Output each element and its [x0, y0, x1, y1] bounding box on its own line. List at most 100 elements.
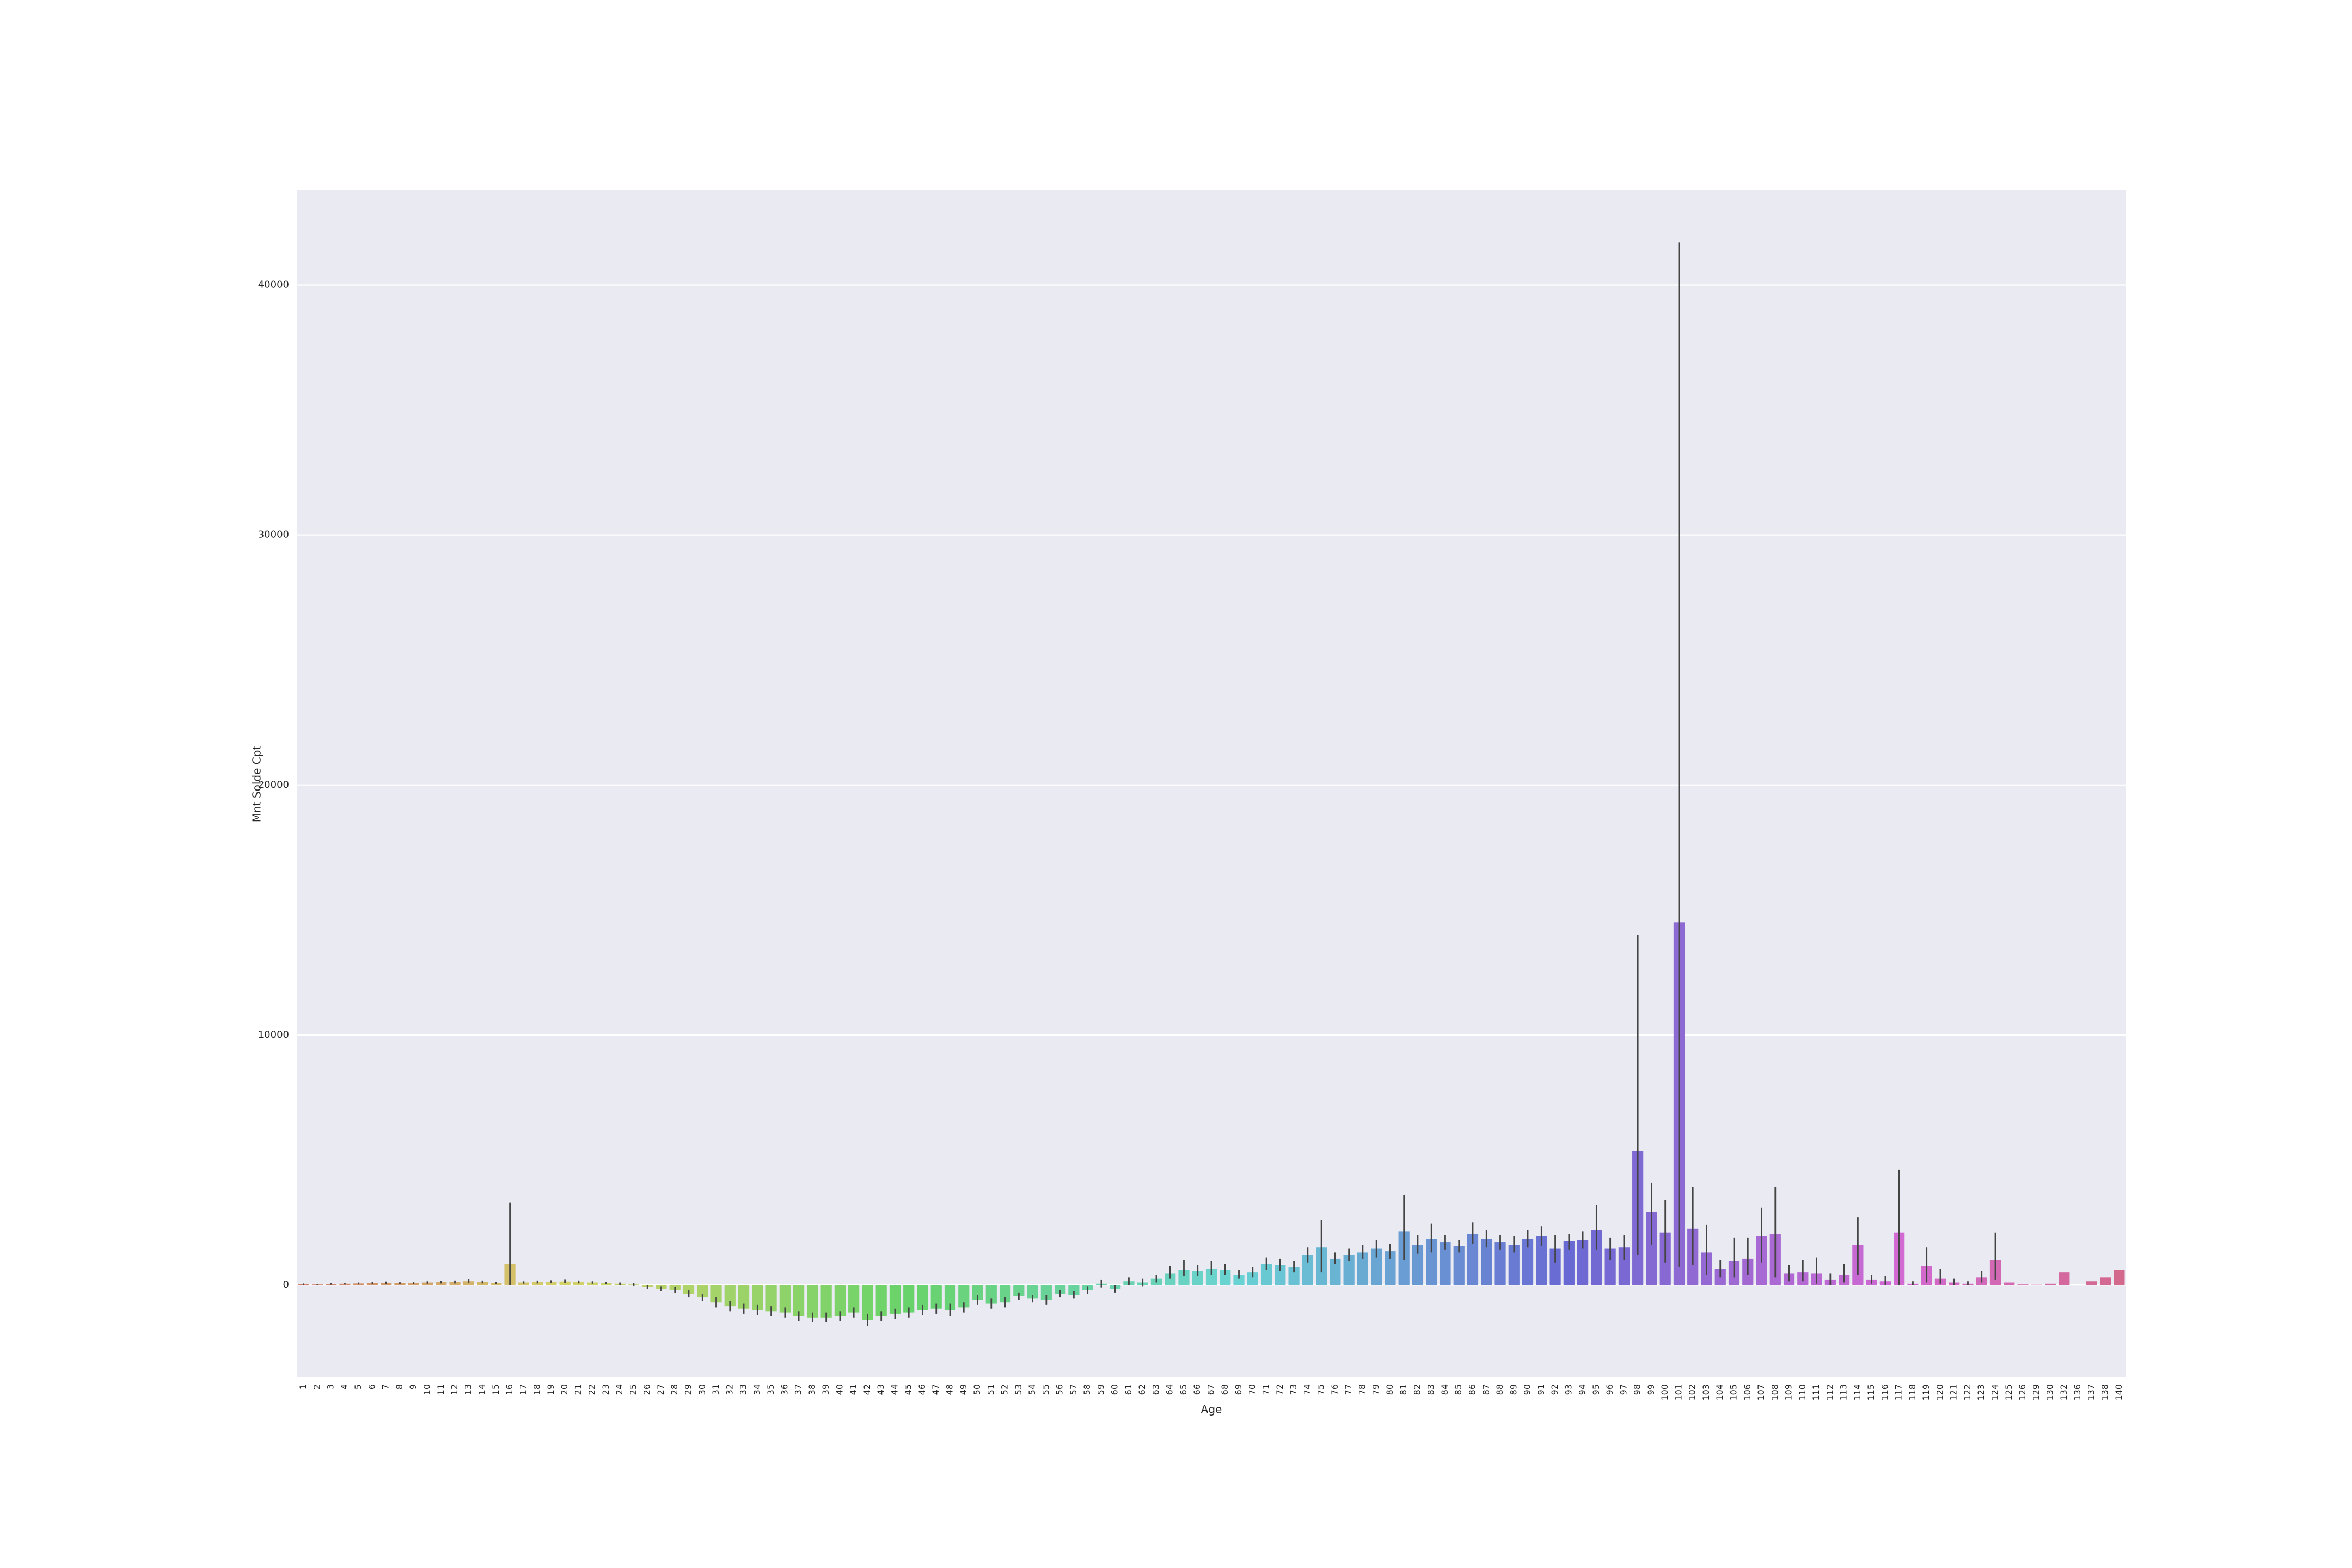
x-tick-label: 43 — [875, 1384, 886, 1395]
x-tick-label: 54 — [1027, 1384, 1037, 1395]
x-tick-label: 91 — [1536, 1384, 1546, 1395]
x-tick-label: 6 — [366, 1384, 377, 1389]
x-tick-label: 61 — [1123, 1384, 1134, 1395]
bar — [1192, 1271, 1203, 1285]
x-tick-label: 15 — [491, 1384, 501, 1395]
x-tick-label: 105 — [1729, 1384, 1739, 1401]
x-tick-label: 75 — [1316, 1384, 1326, 1395]
y-tick-label: 30000 — [258, 529, 289, 541]
x-tick-label: 51 — [985, 1384, 996, 1395]
x-tick-label: 16 — [504, 1384, 514, 1395]
x-tick-label: 63 — [1150, 1384, 1161, 1395]
bar — [724, 1285, 736, 1307]
x-tick-label: 89 — [1508, 1384, 1518, 1395]
x-tick-label: 95 — [1591, 1384, 1601, 1395]
bar — [1027, 1285, 1038, 1299]
bar — [903, 1285, 915, 1313]
x-tick-label: 64 — [1165, 1384, 1175, 1395]
x-tick-label: 26 — [642, 1384, 652, 1395]
x-tick-label: 77 — [1343, 1384, 1353, 1395]
x-tick-label: 40 — [834, 1384, 844, 1395]
x-tick-label: 73 — [1288, 1384, 1298, 1395]
bar — [1618, 1247, 1630, 1285]
x-tick-label: 14 — [477, 1384, 487, 1395]
x-tick-label: 35 — [765, 1384, 776, 1395]
x-tick-label: 55 — [1040, 1384, 1051, 1395]
bar — [1440, 1242, 1451, 1285]
x-tick-label: 83 — [1426, 1384, 1436, 1395]
x-tick-label: 46 — [917, 1384, 927, 1395]
x-tick-label: 1 — [298, 1384, 308, 1389]
bar — [1233, 1275, 1245, 1285]
bar — [972, 1285, 983, 1300]
bar — [999, 1285, 1011, 1303]
x-tick-label: 22 — [587, 1384, 597, 1395]
x-tick-label: 115 — [1866, 1384, 1876, 1401]
x-tick-label: 56 — [1055, 1384, 1065, 1395]
x-tick-label: 32 — [724, 1384, 734, 1395]
x-tick-label: 93 — [1563, 1384, 1573, 1395]
bar — [2114, 1270, 2125, 1285]
x-tick-label: 140 — [2114, 1384, 2124, 1401]
bar — [1357, 1252, 1368, 1285]
bar — [1549, 1248, 1561, 1285]
x-tick-label: 103 — [1701, 1384, 1711, 1401]
x-tick-label: 39 — [820, 1384, 831, 1395]
x-tick-label: 34 — [752, 1384, 762, 1395]
bar — [1247, 1272, 1258, 1285]
x-tick-label: 129 — [2031, 1384, 2041, 1401]
bar — [1343, 1255, 1355, 1285]
x-tick-label: 38 — [807, 1384, 817, 1395]
x-tick-label: 48 — [945, 1384, 955, 1395]
bar — [1275, 1265, 1286, 1285]
x-tick-label: 23 — [601, 1384, 611, 1395]
x-tick-label: 2 — [311, 1384, 322, 1389]
bar — [738, 1285, 750, 1309]
x-tick-label: 47 — [930, 1384, 941, 1395]
x-tick-label: 20 — [559, 1384, 569, 1395]
x-tick-label: 52 — [1000, 1384, 1010, 1395]
bar — [1385, 1251, 1396, 1285]
x-tick-label: 82 — [1412, 1384, 1422, 1395]
bar — [875, 1285, 887, 1316]
x-tick-label: 76 — [1330, 1384, 1340, 1395]
x-tick-label: 70 — [1247, 1384, 1257, 1395]
bar — [1426, 1239, 1437, 1285]
x-tick-label: 94 — [1577, 1384, 1588, 1395]
x-tick-label: 118 — [1907, 1384, 1918, 1401]
bar — [1055, 1285, 1066, 1294]
bar — [985, 1285, 997, 1304]
x-tick-label: 117 — [1894, 1384, 1904, 1401]
bar — [1591, 1230, 1602, 1285]
x-tick-label: 9 — [408, 1384, 418, 1389]
x-tick-label: 108 — [1769, 1384, 1780, 1401]
y-tick-label: 0 — [283, 1279, 289, 1290]
x-tick-label: 72 — [1275, 1384, 1285, 1395]
x-tick-label: 116 — [1879, 1384, 1890, 1401]
bar — [1288, 1267, 1300, 1285]
bar — [683, 1285, 695, 1294]
bar — [2100, 1277, 2111, 1285]
x-tick-label: 97 — [1618, 1384, 1628, 1395]
x-tick-label: 68 — [1220, 1384, 1230, 1395]
x-tick-label: 120 — [1934, 1384, 1945, 1401]
bar — [917, 1285, 928, 1310]
x-tick-label: 60 — [1110, 1384, 1120, 1395]
x-tick-label: 45 — [903, 1384, 914, 1395]
bar — [862, 1285, 873, 1320]
x-tick-label: 84 — [1440, 1384, 1450, 1395]
bar — [1467, 1233, 1479, 1285]
x-tick-label: 80 — [1385, 1384, 1395, 1395]
x-tick-label: 100 — [1659, 1384, 1670, 1401]
x-tick-label: 65 — [1178, 1384, 1189, 1395]
bar — [1577, 1240, 1589, 1285]
bar — [958, 1285, 970, 1308]
bar — [1536, 1236, 1547, 1285]
x-tick-label: 17 — [518, 1384, 528, 1395]
x-tick-label: 101 — [1673, 1384, 1683, 1401]
bar — [1481, 1239, 1492, 1285]
bar — [436, 1282, 447, 1285]
x-tick-label: 11 — [436, 1384, 446, 1395]
error-bars — [303, 242, 1996, 1326]
